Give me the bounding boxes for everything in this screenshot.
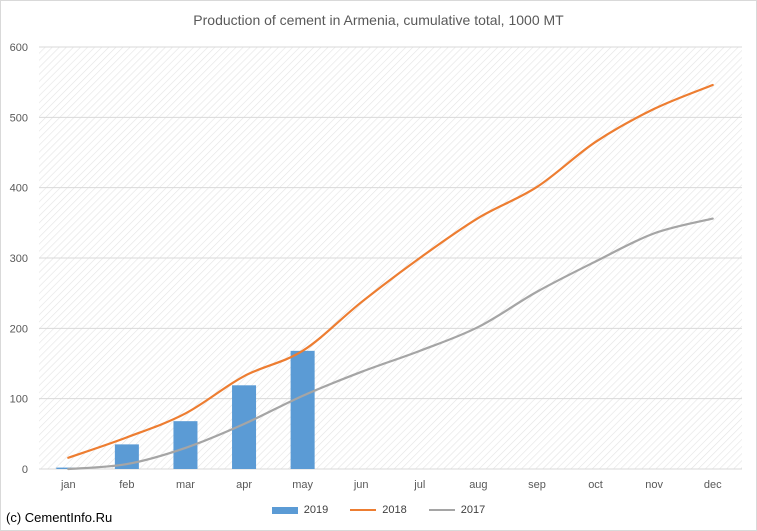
legend-swatch-2019: [271, 506, 298, 514]
y-tick-label: 100: [10, 394, 28, 406]
x-tick-label: apr: [236, 479, 252, 491]
x-tick-label: may: [292, 479, 313, 491]
x-tick-label: mar: [176, 479, 195, 491]
legend-swatch-2017: [428, 509, 455, 511]
footer-credit: (c) CementInfo.Ru: [6, 510, 113, 525]
gridlines: [39, 46, 742, 470]
x-axis: jan feb mar apr may jun jul aug sep oct nov dec: [60, 479, 722, 491]
legend-label: 2018: [382, 504, 407, 516]
x-tick-label: oct: [588, 479, 603, 491]
x-tick-label: jan: [60, 479, 76, 491]
x-tick-label: jun: [353, 479, 369, 491]
legend-item-2017: 2017: [428, 504, 486, 516]
legend-item-2018: 2018: [350, 504, 407, 516]
legend-label: 2017: [460, 504, 486, 516]
y-axis: 0 100 200 300 400 500 600: [10, 42, 28, 476]
legend-swatch-2018: [350, 509, 377, 511]
legend-item-2019: 2019: [271, 504, 329, 516]
legend-label: 2019: [303, 504, 329, 516]
line-2018: [67, 83, 714, 459]
bar-2019-may: [290, 350, 315, 469]
x-tick-label: sep: [528, 479, 546, 491]
chart-title: Production of cement in Armenia, cumulat…: [193, 12, 564, 28]
x-tick-label: dec: [704, 479, 722, 491]
series-lines: [67, 83, 714, 471]
y-tick-label: 400: [10, 183, 28, 195]
y-tick-label: 500: [10, 112, 28, 124]
x-tick-label: feb: [119, 479, 134, 491]
x-tick-label: aug: [469, 479, 487, 491]
y-tick-label: 600: [10, 42, 28, 54]
y-tick-label: 200: [10, 323, 28, 335]
x-tick-label: nov: [645, 479, 663, 491]
chart-svg: 0 100 200 300 400 500 600 jan feb mar apr may jun ju…: [10, 42, 742, 491]
y-tick-label: 300: [10, 253, 28, 265]
y-tick-label: 0: [22, 464, 28, 476]
legend: 2019 2018 2017: [0, 504, 757, 516]
x-tick-label: jul: [413, 479, 425, 491]
line-2017: [67, 217, 714, 471]
